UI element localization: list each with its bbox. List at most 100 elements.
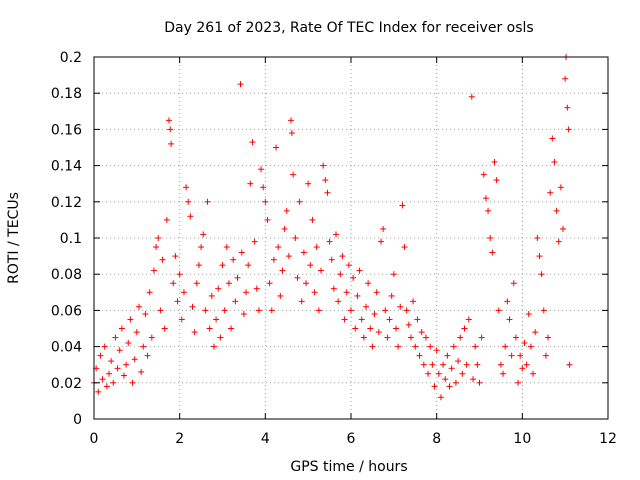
- data-point: [485, 207, 492, 214]
- data-point: [298, 298, 305, 305]
- data-point: [412, 343, 419, 350]
- data-point: [549, 135, 556, 142]
- data-point: [446, 383, 453, 390]
- data-point: [232, 298, 239, 305]
- data-point: [517, 352, 524, 359]
- data-point: [247, 180, 254, 187]
- data-point: [545, 334, 552, 341]
- data-point: [472, 343, 479, 350]
- data-point: [521, 339, 528, 346]
- data-point: [131, 356, 138, 363]
- data-point: [303, 280, 310, 287]
- data-point: [470, 376, 477, 383]
- data-point: [463, 361, 470, 368]
- data-point: [487, 235, 494, 241]
- data-point: [198, 244, 205, 251]
- gridlines: [94, 57, 608, 419]
- data-point: [452, 379, 459, 386]
- data-point: [442, 376, 449, 383]
- data-point: [401, 244, 408, 251]
- data-point: [566, 361, 573, 368]
- data-point: [187, 213, 194, 220]
- y-tick-label: 0.02: [51, 376, 82, 392]
- data-point: [377, 238, 384, 245]
- data-point: [564, 104, 571, 111]
- data-point: [341, 316, 348, 323]
- data-point: [288, 117, 295, 124]
- data-point: [493, 177, 500, 184]
- data-point: [127, 316, 134, 323]
- data-point: [318, 267, 325, 274]
- data-point: [200, 231, 207, 238]
- data-point: [444, 352, 451, 359]
- data-point: [108, 358, 115, 365]
- data-point: [167, 126, 174, 133]
- data-point: [461, 325, 468, 332]
- data-point: [384, 334, 391, 341]
- x-axis-label: GPS time / hours: [290, 459, 407, 475]
- data-point: [266, 280, 273, 287]
- data-point: [333, 231, 340, 238]
- data-point: [414, 316, 421, 323]
- data-point: [532, 329, 539, 336]
- data-point: [311, 289, 318, 296]
- data-point: [433, 347, 440, 354]
- data-point: [422, 334, 429, 341]
- data-point: [534, 235, 541, 241]
- data-point: [125, 339, 132, 346]
- data-point: [519, 365, 526, 372]
- y-axis-ticks: 0 0.02 0.04 0.06 0.08 0.1 0.12 0.14 0.16 0.18 0.2: [51, 50, 608, 428]
- data-point: [237, 81, 244, 88]
- data-point: [476, 379, 483, 386]
- data-point: [489, 249, 496, 256]
- data-point: [114, 365, 121, 372]
- data-point: [322, 177, 329, 184]
- data-point: [170, 280, 177, 287]
- data-point: [371, 311, 378, 318]
- data-point: [373, 289, 380, 296]
- data-point: [95, 388, 102, 395]
- y-tick-label: 0.2: [60, 50, 82, 66]
- data-point: [230, 256, 237, 263]
- data-point: [431, 383, 438, 390]
- y-tick-label: 0.04: [51, 340, 82, 356]
- data-point: [335, 298, 342, 305]
- data-point: [512, 334, 519, 341]
- data-point: [455, 358, 462, 365]
- data-point: [540, 307, 547, 314]
- data-point: [243, 289, 250, 296]
- data-point: [309, 216, 316, 223]
- data-point: [416, 352, 423, 359]
- data-point: [217, 334, 224, 341]
- y-tick-label: 0.06: [51, 303, 82, 319]
- data-point: [296, 198, 303, 205]
- data-point: [251, 238, 258, 245]
- data-point: [305, 180, 312, 187]
- data-point: [165, 117, 172, 124]
- data-point: [326, 238, 333, 245]
- data-point: [375, 329, 382, 336]
- data-point: [418, 329, 425, 336]
- data-point: [313, 244, 320, 251]
- data-point: [288, 130, 295, 137]
- data-point: [178, 316, 185, 323]
- data-point: [180, 289, 187, 296]
- data-point: [238, 249, 245, 256]
- y-tick-label: 0: [73, 412, 82, 428]
- data-point: [234, 274, 241, 281]
- data-point: [403, 307, 410, 314]
- data-point: [112, 334, 119, 341]
- y-axis-label: ROTI / TECUs: [6, 192, 22, 284]
- data-point: [260, 184, 267, 191]
- data-point: [343, 289, 350, 296]
- data-point: [258, 166, 265, 173]
- data-point: [410, 298, 417, 305]
- data-point: [555, 238, 562, 245]
- data-point: [123, 361, 130, 368]
- data-point: [290, 171, 297, 178]
- data-point: [388, 292, 395, 299]
- data-point: [285, 253, 292, 260]
- data-point: [281, 225, 288, 232]
- data-point: [253, 285, 260, 292]
